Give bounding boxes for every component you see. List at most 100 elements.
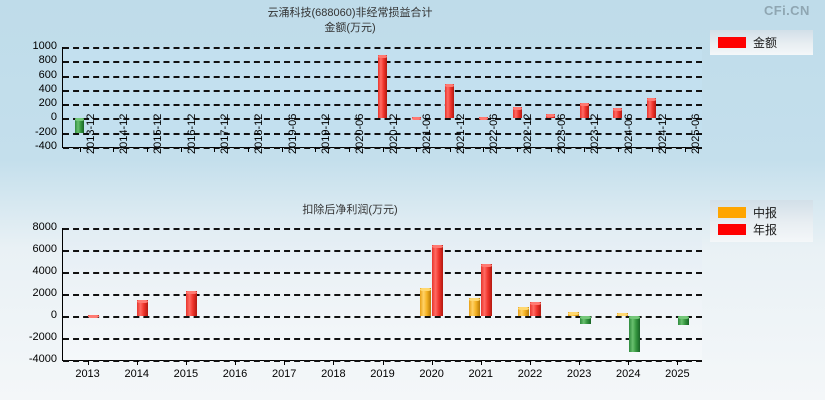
x-axis-tick-mark [348,147,350,152]
x-axis-tick-mark [529,360,531,365]
x-axis-tick-label: 2013-12 [84,113,97,154]
bar-金额-2013-12[interactable] [75,118,85,133]
x-axis-tick-label: 2015-12 [152,113,165,154]
x-axis-tick-mark [382,147,384,152]
legend-swatch-annual [718,224,746,235]
x-axis-tick-label: 2020-12 [387,113,400,154]
x-axis-tick-mark [147,147,149,152]
gridline [63,47,702,49]
bar-金额-2023-06[interactable] [546,114,556,119]
x-axis-tick-label: 2025-06 [690,113,703,154]
x-axis-tick-label: 2016-12 [185,113,198,154]
x-axis-tick-label: 2025 [665,368,690,380]
gridline [63,272,702,274]
bar-年报-2021[interactable] [481,264,493,316]
x-axis-tick-label: 2021-12 [454,113,467,154]
x-axis-tick-label: 2019 [370,368,395,380]
bar-金额-2022-06[interactable] [478,116,488,120]
x-axis-tick-label: 2022 [517,368,543,380]
bar-金额-2022-12[interactable] [512,107,522,119]
bar-中报-2022[interactable] [518,306,530,316]
top-chart-title-block: 云涌科技(688060)非经常损益合计 金额(万元) [0,6,700,36]
x-axis-tick-label: 2023 [566,368,592,380]
x-axis-tick-mark [483,147,485,152]
x-axis-tick-label: 2019-12 [320,113,333,154]
bar-金额-2023-12[interactable] [579,103,589,119]
x-axis-tick-label: 2014 [124,368,149,380]
x-axis-tick-mark [87,360,89,365]
x-axis-tick-mark [333,360,335,365]
bar-cap [469,297,481,301]
bottom-chart-plot-area: 8000 6000 4000 2000 0 -2000 -4000 2013 2014 2015 2… [29,221,702,380]
x-axis-tick-mark [677,360,679,365]
x-axis-tick-mark [382,360,384,365]
legend-label-amount: 金额 [753,36,778,50]
bar-cap [567,311,579,315]
x-axis-tick-mark [315,147,317,152]
bar-cap [478,116,488,120]
bar-cap [677,316,689,319]
x-axis-tick-mark [185,360,187,365]
bar-cap [530,302,542,306]
legend-item-interim[interactable]: 中报 [718,204,803,221]
x-axis-tick-mark [284,360,286,365]
x-axis-tick-label: 2022-06 [488,113,501,154]
bar-年报-2022[interactable] [530,302,542,316]
x-axis-tick-mark [180,147,182,152]
x-axis-tick-label: 2024-06 [622,113,635,154]
x-axis-tick-mark [628,360,630,365]
bar-金额-2024-12[interactable] [647,97,657,119]
x-axis-tick-label: 2023-12 [589,113,602,154]
bar-年报-2025[interactable] [677,316,689,325]
bar-年报-2024[interactable] [628,316,640,353]
x-axis-tick-label: 2024 [616,368,641,380]
legend-swatch-amount [718,37,746,48]
bar-年报-2020[interactable] [432,244,444,316]
legend-swatch-interim [718,207,746,218]
bar-年报-2015[interactable] [186,290,198,316]
x-axis-tick-label: 2017 [271,368,297,380]
bar-cap [137,299,149,303]
bar-cap [88,314,100,318]
legend-item-annual[interactable]: 年报 [718,221,803,238]
bar-金额-2021-12[interactable] [445,84,455,119]
bar-cap [647,97,657,101]
legend-top: 金额 [710,30,813,55]
bar-金额-2024-06[interactable] [613,107,623,119]
gridline [63,250,702,252]
x-axis-tick-mark [136,360,138,365]
x-axis-tick-mark [247,147,249,152]
y-axis-tick-label: 400 [38,82,57,95]
top-chart-title: 云涌科技(688060)非经常损益合计 [267,7,433,19]
x-axis-tick-mark [579,360,581,365]
y-axis-tick-label: 600 [38,68,57,81]
bar-年报-2014[interactable] [137,299,149,316]
x-axis-tick-label: 2021-06 [421,113,434,154]
legend-bottom: 中报 年报 [710,200,813,242]
bar-年报-2023[interactable] [579,316,591,324]
y-axis-tick-label: 0 [50,309,57,321]
bar-中报-2023[interactable] [567,311,579,316]
legend-item-amount[interactable]: 金额 [718,34,803,51]
x-axis-tick-mark [651,147,653,152]
bar-金额-2020-12[interactable] [378,54,387,119]
bar-中报-2021[interactable] [469,297,481,316]
legend-label-annual: 年报 [753,223,778,237]
top-chart-subtitle: 金额(万元) [324,22,376,34]
x-axis-tick-mark [416,147,418,152]
bar-cap [481,264,493,268]
x-axis-tick-mark [449,147,451,152]
bar-金额-2021-06[interactable] [411,116,421,120]
y-axis-tick-label: 200 [38,97,57,110]
x-axis-tick-mark [584,147,586,152]
bar-中报-2020[interactable] [420,287,432,316]
bar-中报-2024[interactable] [616,312,628,316]
bar-年报-2013[interactable] [88,314,100,318]
x-axis-tick-mark [214,147,216,152]
bar-cap [186,290,198,294]
x-axis-tick-mark [79,147,81,152]
bar-cap [512,107,522,110]
bar-cap [613,107,623,111]
gridline [63,118,702,121]
x-axis-tick-label: 2024-12 [656,113,669,154]
